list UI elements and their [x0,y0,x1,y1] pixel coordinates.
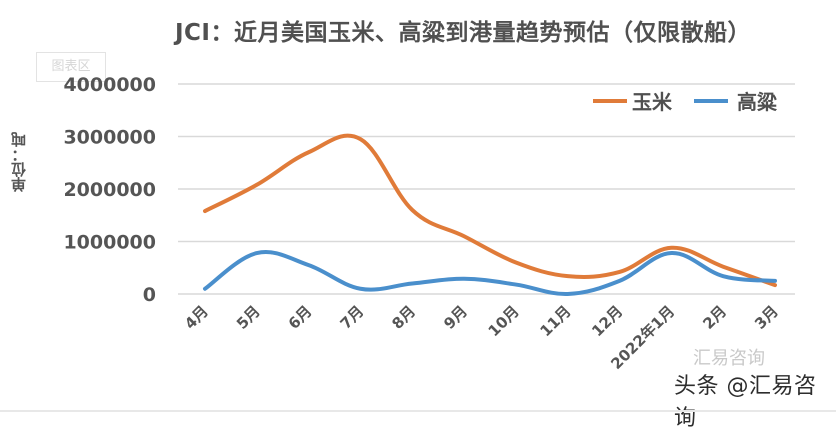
x-tick-label: 10月 [485,302,523,340]
x-tick-label: 5月 [233,302,264,333]
x-tick-label: 4月 [181,302,212,333]
x-tick-label: 6月 [285,302,316,333]
x-tick-label: 9月 [440,302,471,333]
y-tick-label: 1000000 [63,232,156,254]
gridlines [178,83,795,295]
series-lines [203,133,777,297]
series-line-sorghum [203,250,777,297]
chart-area-tag: 图表区 [36,52,106,82]
x-tick-label: 12月 [588,302,626,340]
x-tick-label: 3月 [751,302,782,333]
watermark-ghost: 汇易咨询 [693,348,765,369]
line-chart: 0 1000000 2000000 3000000 4000000 4月 5月 6月 7月 8月… [63,74,795,373]
y-tick-label: 3000000 [63,127,156,149]
legend: 玉米 高粱 [593,90,778,114]
x-tick-label: 8月 [388,302,419,333]
chart-title: JCI：近月美国玉米、高粱到港量趋势预估（仅限散船） [175,20,751,46]
y-tick-label: 2000000 [63,179,156,201]
series-line-corn [203,133,777,288]
legend-label: 高粱 [737,90,778,114]
y-tick-label: 0 [143,284,156,306]
x-tick-label: 2月 [699,302,730,333]
legend-label: 玉米 [632,90,673,114]
bottom-divider [0,410,836,412]
y-tick-label: 4000000 [63,74,156,96]
watermark: 头条 @汇易咨询 [674,374,817,431]
x-tick-label: 7月 [337,302,368,333]
y-axis-ticks: 0 1000000 2000000 3000000 4000000 [63,74,156,306]
x-tick-label: 11月 [536,302,574,340]
